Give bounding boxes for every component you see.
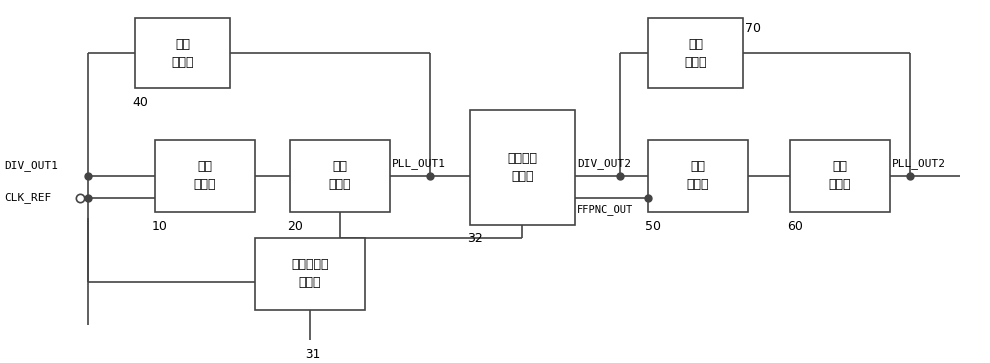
Text: 第二: 第二 bbox=[690, 160, 706, 174]
Text: 振荡器: 振荡器 bbox=[329, 179, 351, 192]
Bar bbox=[790, 140, 890, 212]
Bar bbox=[648, 18, 743, 88]
Text: 鉴相器: 鉴相器 bbox=[194, 179, 216, 192]
Text: 60: 60 bbox=[787, 220, 803, 232]
Text: 40: 40 bbox=[132, 95, 148, 109]
Text: 鉴相器: 鉴相器 bbox=[687, 179, 709, 192]
Text: 20: 20 bbox=[287, 220, 303, 232]
Bar bbox=[648, 140, 748, 212]
Text: PLL_OUT2: PLL_OUT2 bbox=[892, 159, 946, 170]
Text: 压控抵消: 压控抵消 bbox=[508, 152, 538, 165]
Text: 32: 32 bbox=[467, 232, 483, 245]
Text: 第一: 第一 bbox=[197, 160, 213, 174]
Text: FFPNC_OUT: FFPNC_OUT bbox=[577, 204, 634, 216]
Text: 相位差电压: 相位差电压 bbox=[291, 258, 329, 272]
Text: 第二: 第二 bbox=[833, 160, 847, 174]
Bar bbox=[155, 140, 255, 212]
Text: 子电路: 子电路 bbox=[511, 170, 534, 183]
Text: 第一: 第一 bbox=[175, 37, 190, 50]
Text: 31: 31 bbox=[305, 347, 320, 360]
Text: DIV_OUT2: DIV_OUT2 bbox=[577, 159, 631, 170]
Text: 转换器: 转换器 bbox=[299, 277, 321, 290]
Bar bbox=[290, 140, 390, 212]
Text: 10: 10 bbox=[152, 220, 168, 232]
Bar bbox=[470, 110, 575, 225]
Text: DIV_OUT1: DIV_OUT1 bbox=[4, 160, 58, 171]
Text: 70: 70 bbox=[745, 21, 761, 34]
Text: 分频器: 分频器 bbox=[171, 56, 194, 69]
Text: 50: 50 bbox=[645, 220, 661, 232]
Bar bbox=[135, 18, 230, 88]
Text: PLL_OUT1: PLL_OUT1 bbox=[392, 159, 446, 170]
Text: 第二: 第二 bbox=[688, 37, 703, 50]
Text: 第一: 第一 bbox=[333, 160, 347, 174]
Bar bbox=[255, 238, 365, 310]
Text: 分频器: 分频器 bbox=[684, 56, 707, 69]
Text: CLK_REF: CLK_REF bbox=[4, 192, 51, 203]
Text: 振荡器: 振荡器 bbox=[829, 179, 851, 192]
